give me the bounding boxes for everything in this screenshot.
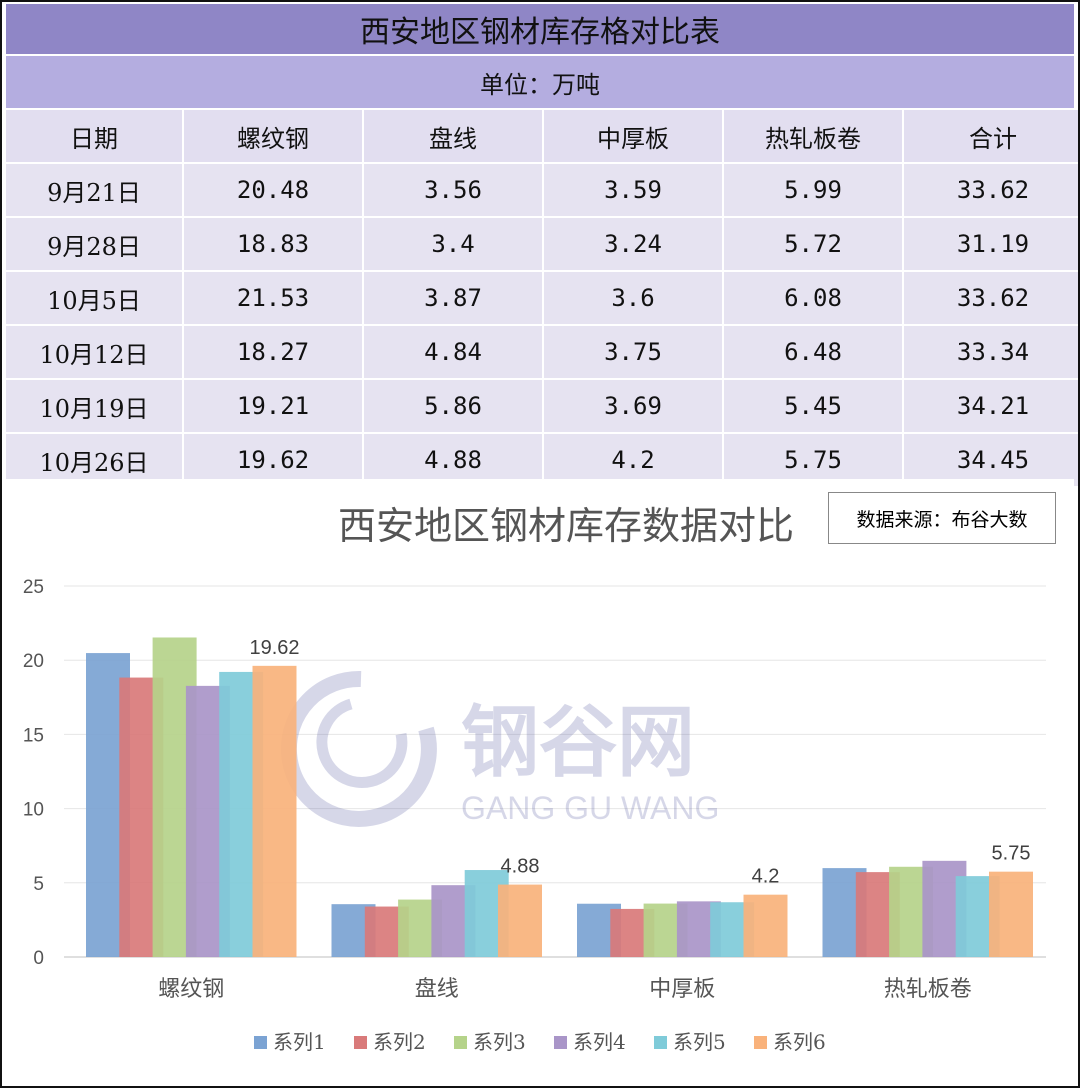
table-header-cell: 螺纹钢 (184, 110, 362, 162)
watermark-cn: 钢谷网 (461, 698, 695, 788)
legend-swatch (654, 1036, 667, 1049)
legend-swatch (454, 1036, 467, 1049)
bar-系列6 (743, 894, 788, 957)
table-unit: 单位：万吨 (6, 56, 1074, 110)
table-value-cell: 18.27 (184, 326, 362, 378)
table-value-cell: 3.6 (544, 272, 722, 324)
table-value-cell: 5.45 (724, 380, 902, 432)
table-value-cell: 5.86 (364, 380, 542, 432)
table-value-cell: 33.62 (904, 272, 1078, 324)
legend-item: 系列5 (673, 1030, 726, 1054)
data-label: 5.75 (992, 843, 1031, 865)
legend-item: 系列3 (473, 1030, 526, 1054)
table-value-cell: 3.56 (364, 164, 542, 216)
table-value-cell: 6.48 (724, 326, 902, 378)
data-label: 4.88 (501, 856, 540, 878)
chart-area: 西安地区钢材库存数据对比 0 5 10 15 20 25 钢谷网 GANG GU WANG 螺纹钢… (6, 479, 1074, 1084)
legend-item: 系列2 (373, 1030, 426, 1054)
table-value-cell: 4.2 (544, 434, 722, 486)
table-value-cell: 21.53 (184, 272, 362, 324)
table-header-cell: 中厚板 (544, 110, 722, 162)
table-date-cell: 10月12日 (6, 326, 182, 378)
table-header-cell: 热轧板卷 (724, 110, 902, 162)
table-value-cell: 20.48 (184, 164, 362, 216)
x-tick-label: 螺纹钢 (158, 977, 224, 1002)
legend-item: 系列4 (573, 1030, 626, 1054)
table-date-cell: 10月26日 (6, 434, 182, 486)
bar-系列6 (252, 665, 297, 957)
y-tick-label: 10 (23, 800, 44, 821)
y-tick-label: 0 (33, 948, 44, 969)
table-value-cell: 18.83 (184, 218, 362, 270)
table-value-cell: 3.69 (544, 380, 722, 432)
table-date-cell: 10月5日 (6, 272, 182, 324)
table-value-cell: 3.87 (364, 272, 542, 324)
table-value-cell: 19.62 (184, 434, 362, 486)
table-header-cell: 日期 (6, 110, 182, 162)
y-tick-label: 15 (23, 725, 44, 746)
table-value-cell: 5.72 (724, 218, 902, 270)
table-date-cell: 9月21日 (6, 164, 182, 216)
table-title: 西安地区钢材库存格对比表 (6, 4, 1074, 56)
x-tick-label: 盘线 (415, 977, 459, 1002)
table-value-cell: 3.59 (544, 164, 722, 216)
table-value-cell: 4.88 (364, 434, 542, 486)
table-value-cell: 3.75 (544, 326, 722, 378)
y-tick-label: 25 (23, 577, 44, 598)
table-value-cell: 5.75 (724, 434, 902, 486)
table-value-cell: 6.08 (724, 272, 902, 324)
inventory-table: 日期 螺纹钢 盘线 中厚板 热轧板卷 合计 9月21日 20.48 3.56 3.59 5.99 33… (6, 110, 1078, 486)
watermark-en: GANG GU WANG (461, 790, 719, 826)
legend-swatch (354, 1036, 367, 1049)
table-value-cell: 33.34 (904, 326, 1078, 378)
table-date-cell: 10月19日 (6, 380, 182, 432)
y-tick-label: 5 (33, 874, 44, 895)
ganggu-logo-icon (280, 670, 437, 827)
data-label: 4.2 (752, 866, 780, 888)
x-tick-label: 热轧板卷 (884, 977, 972, 1002)
table-value-cell: 31.19 (904, 218, 1078, 270)
table-value-cell: 34.21 (904, 380, 1078, 432)
watermark-swirl-icon (316, 698, 408, 788)
bar-系列6 (989, 871, 1033, 957)
legend-item: 系列6 (773, 1030, 826, 1054)
legend-swatch (254, 1036, 267, 1049)
table-value-cell: 19.21 (184, 380, 362, 432)
legend-swatch (554, 1036, 567, 1049)
table-value-cell: 33.62 (904, 164, 1078, 216)
table-header-cell: 合计 (904, 110, 1078, 162)
data-label: 19.62 (249, 637, 299, 659)
source-label: 数据来源：布谷大数 (828, 492, 1056, 544)
table-value-cell: 3.4 (364, 218, 542, 270)
table-value-cell: 34.45 (904, 434, 1078, 486)
x-tick-label: 中厚板 (649, 977, 715, 1002)
legend-item: 系列1 (273, 1030, 326, 1054)
legend-swatch (754, 1036, 767, 1049)
chart-title: 西安地区钢材库存数据对比 (338, 504, 794, 548)
bar-系列6 (498, 884, 542, 957)
table-value-cell: 5.99 (724, 164, 902, 216)
table-value-cell: 3.24 (544, 218, 722, 270)
table-header-cell: 盘线 (364, 110, 542, 162)
table-date-cell: 9月28日 (6, 218, 182, 270)
table-value-cell: 4.84 (364, 326, 542, 378)
y-tick-label: 20 (23, 651, 44, 672)
